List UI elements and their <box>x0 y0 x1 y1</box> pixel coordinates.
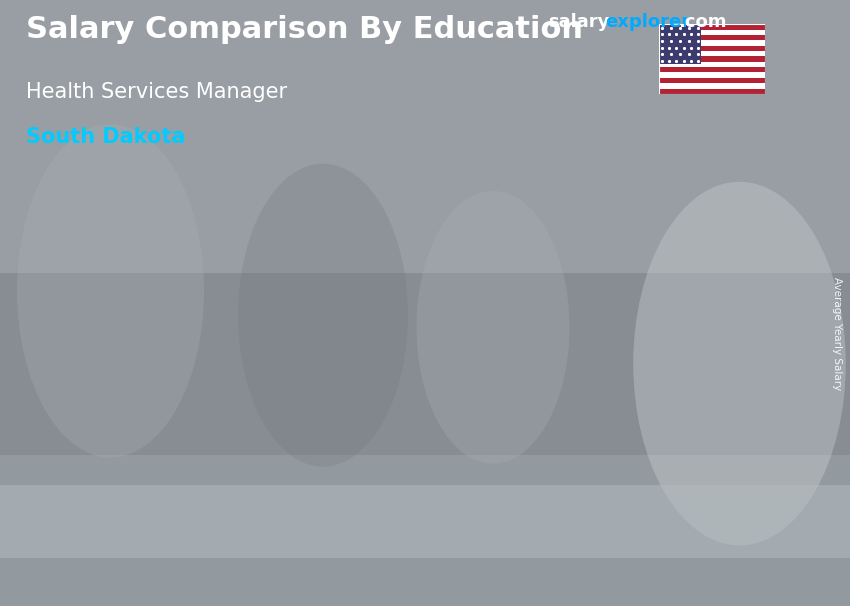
Bar <box>659 41 765 45</box>
Polygon shape <box>520 223 654 527</box>
Polygon shape <box>520 204 684 223</box>
Bar <box>0 485 850 558</box>
Bar <box>659 83 765 88</box>
Text: South Dakota: South Dakota <box>26 127 184 147</box>
Bar <box>659 88 765 94</box>
Bar <box>659 45 765 51</box>
Text: Health Services Manager: Health Services Manager <box>26 82 286 102</box>
Bar <box>659 35 765 41</box>
Polygon shape <box>303 347 423 527</box>
Text: Average Yearly Salary: Average Yearly Salary <box>832 277 842 390</box>
Text: 179,000 USD: 179,000 USD <box>322 303 433 318</box>
Text: Master's
Degree: Master's Degree <box>328 558 399 596</box>
Text: +57%: +57% <box>196 255 285 283</box>
Bar <box>659 30 765 35</box>
Text: 301,000 USD: 301,000 USD <box>614 186 724 201</box>
Bar <box>659 62 765 67</box>
Bar <box>659 73 765 78</box>
Bar <box>659 56 765 62</box>
Bar <box>0 454 850 606</box>
Ellipse shape <box>238 164 408 467</box>
Polygon shape <box>303 335 450 347</box>
Text: Bachelor's
Degree: Bachelor's Degree <box>103 558 190 596</box>
Polygon shape <box>654 204 684 527</box>
Text: 114,000 USD: 114,000 USD <box>79 372 190 387</box>
Polygon shape <box>423 335 450 527</box>
Ellipse shape <box>416 191 570 464</box>
Bar <box>659 24 765 30</box>
Bar <box>0 273 850 454</box>
Bar <box>659 78 765 83</box>
Bar <box>659 67 765 73</box>
Ellipse shape <box>17 124 204 458</box>
Polygon shape <box>87 405 232 412</box>
Polygon shape <box>206 405 232 527</box>
Text: explorer: explorer <box>605 13 690 32</box>
Ellipse shape <box>633 182 846 545</box>
Text: salary: salary <box>548 13 609 32</box>
Bar <box>659 24 701 64</box>
Bar <box>659 51 765 56</box>
Bar <box>0 0 850 273</box>
Text: PhD: PhD <box>570 558 604 576</box>
Text: .com: .com <box>678 13 727 32</box>
Polygon shape <box>87 412 206 527</box>
Text: Salary Comparison By Education: Salary Comparison By Education <box>26 15 582 44</box>
Text: +68%: +68% <box>446 116 536 144</box>
